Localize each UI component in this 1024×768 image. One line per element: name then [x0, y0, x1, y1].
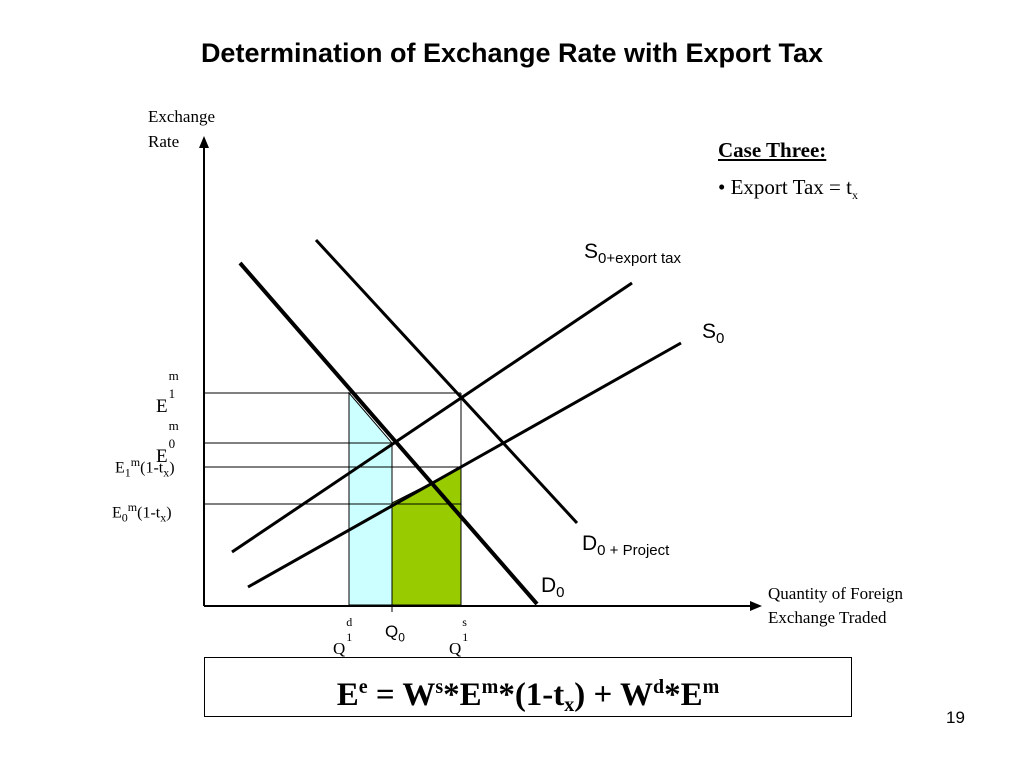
curve-s-tax — [231, 281, 633, 554]
tick-e0tax-a: E — [112, 504, 122, 522]
x-axis-label-line1: Quantity of Foreign — [768, 584, 904, 603]
tick-e1m-sub: 1 — [168, 386, 176, 401]
label-s-tax: S0+export tax — [584, 240, 681, 267]
tick-e1tax: E1m(1-tx) — [115, 455, 175, 481]
label-d0-main: D — [541, 574, 557, 597]
green-area — [391, 467, 462, 606]
tick-e0tax-xsub: x — [160, 510, 167, 525]
formula-part-e-sup: d — [652, 676, 665, 698]
cyan-area — [348, 391, 393, 606]
formula-part-b-sup: s — [435, 676, 444, 698]
tick-q0-base: Q — [385, 622, 399, 641]
tick-q1d-sub: 1 — [346, 630, 353, 644]
tick-q1s-sub: 1 — [462, 630, 469, 644]
formula-part-b: = W — [367, 677, 436, 713]
tick-e1tax-sub: 1 — [124, 465, 131, 480]
tick-e0tax-b: (1-t — [137, 504, 161, 522]
y-axis-label-line2: Rate — [148, 132, 180, 151]
label-d0: D0 — [541, 574, 565, 601]
tick-e0m-sup: m — [168, 418, 179, 433]
formula-part-a: E — [336, 677, 359, 713]
formula-box: Ee = Ws*Em*(1-tx) + Wd*Em — [204, 657, 852, 717]
case-title: Case Three: — [718, 138, 827, 162]
formula-part-f: *E — [664, 677, 703, 713]
tick-e0tax-c: ) — [166, 504, 172, 522]
tick-e1tax-b: (1-t — [140, 459, 164, 477]
formula-part-c-sup: m — [481, 676, 499, 698]
label-d-project: D0 + Project — [582, 532, 669, 559]
tick-e0tax-sup: m — [127, 500, 138, 514]
label-s0: S0 — [702, 320, 724, 347]
x-axis-label: Quantity of Foreign Exchange Traded — [768, 582, 903, 630]
label-s0-sub: 0 — [716, 330, 725, 347]
x-axis-arrow — [750, 601, 762, 611]
tick-e0m-base: E — [156, 446, 168, 467]
tick-q0-sub: 0 — [398, 630, 405, 645]
curve-d0 — [238, 261, 539, 606]
formula-part-e: ) + W — [574, 677, 653, 713]
y-axis-label-line1: Exchange — [148, 107, 216, 126]
tick-e1m-sup: m — [168, 368, 179, 383]
tick-e1tax-sup: m — [130, 455, 141, 469]
slide-title: Determination of Exchange Rate with Expo… — [200, 38, 824, 68]
tick-q0: Q0 — [385, 622, 405, 644]
formula-part-c: *E — [443, 677, 482, 713]
page-number: 19 — [946, 708, 965, 727]
formula-part-d-sub: x — [564, 694, 575, 716]
tick-e1tax-c: ) — [169, 459, 175, 477]
case-bullet-sub: x — [852, 188, 858, 203]
label-d0-sub: 0 — [556, 584, 565, 601]
label-s-tax-main: S — [584, 240, 599, 263]
case-bullet-text: • Export Tax = t — [718, 175, 852, 199]
tick-e1m-base: E — [156, 396, 168, 417]
label-s-tax-sub: 0+export tax — [598, 250, 681, 267]
tick-q1s-sup: s — [462, 615, 467, 629]
formula-part-f-sup: m — [702, 676, 720, 698]
label-s0-main: S — [702, 320, 717, 343]
tick-e1tax-a: E — [115, 459, 125, 477]
tick-q1d-base: Q — [333, 639, 346, 658]
tick-q1s-base: Q — [449, 639, 462, 658]
tick-e0tax: E0m(1-tx) — [112, 500, 172, 526]
curve-d-project — [314, 238, 579, 525]
tick-e0m-sub: 0 — [168, 436, 176, 451]
curve-s0 — [247, 341, 682, 589]
label-d-project-sub: 0 + Project — [597, 542, 670, 559]
formula-part-d: *(1-t — [498, 677, 565, 713]
case-bullet: • Export Tax = tx — [718, 175, 858, 203]
tick-e1tax-xsub: x — [163, 465, 170, 480]
tick-q1d-sup: d — [346, 615, 353, 629]
y-axis-arrow — [199, 136, 209, 148]
label-d-project-main: D — [582, 532, 598, 555]
tick-e0tax-sub: 0 — [121, 510, 128, 525]
formula-part-a-sup: e — [358, 676, 368, 698]
y-axis-label: Exchange Rate — [148, 104, 215, 154]
x-axis-label-line2: Exchange Traded — [768, 608, 887, 627]
